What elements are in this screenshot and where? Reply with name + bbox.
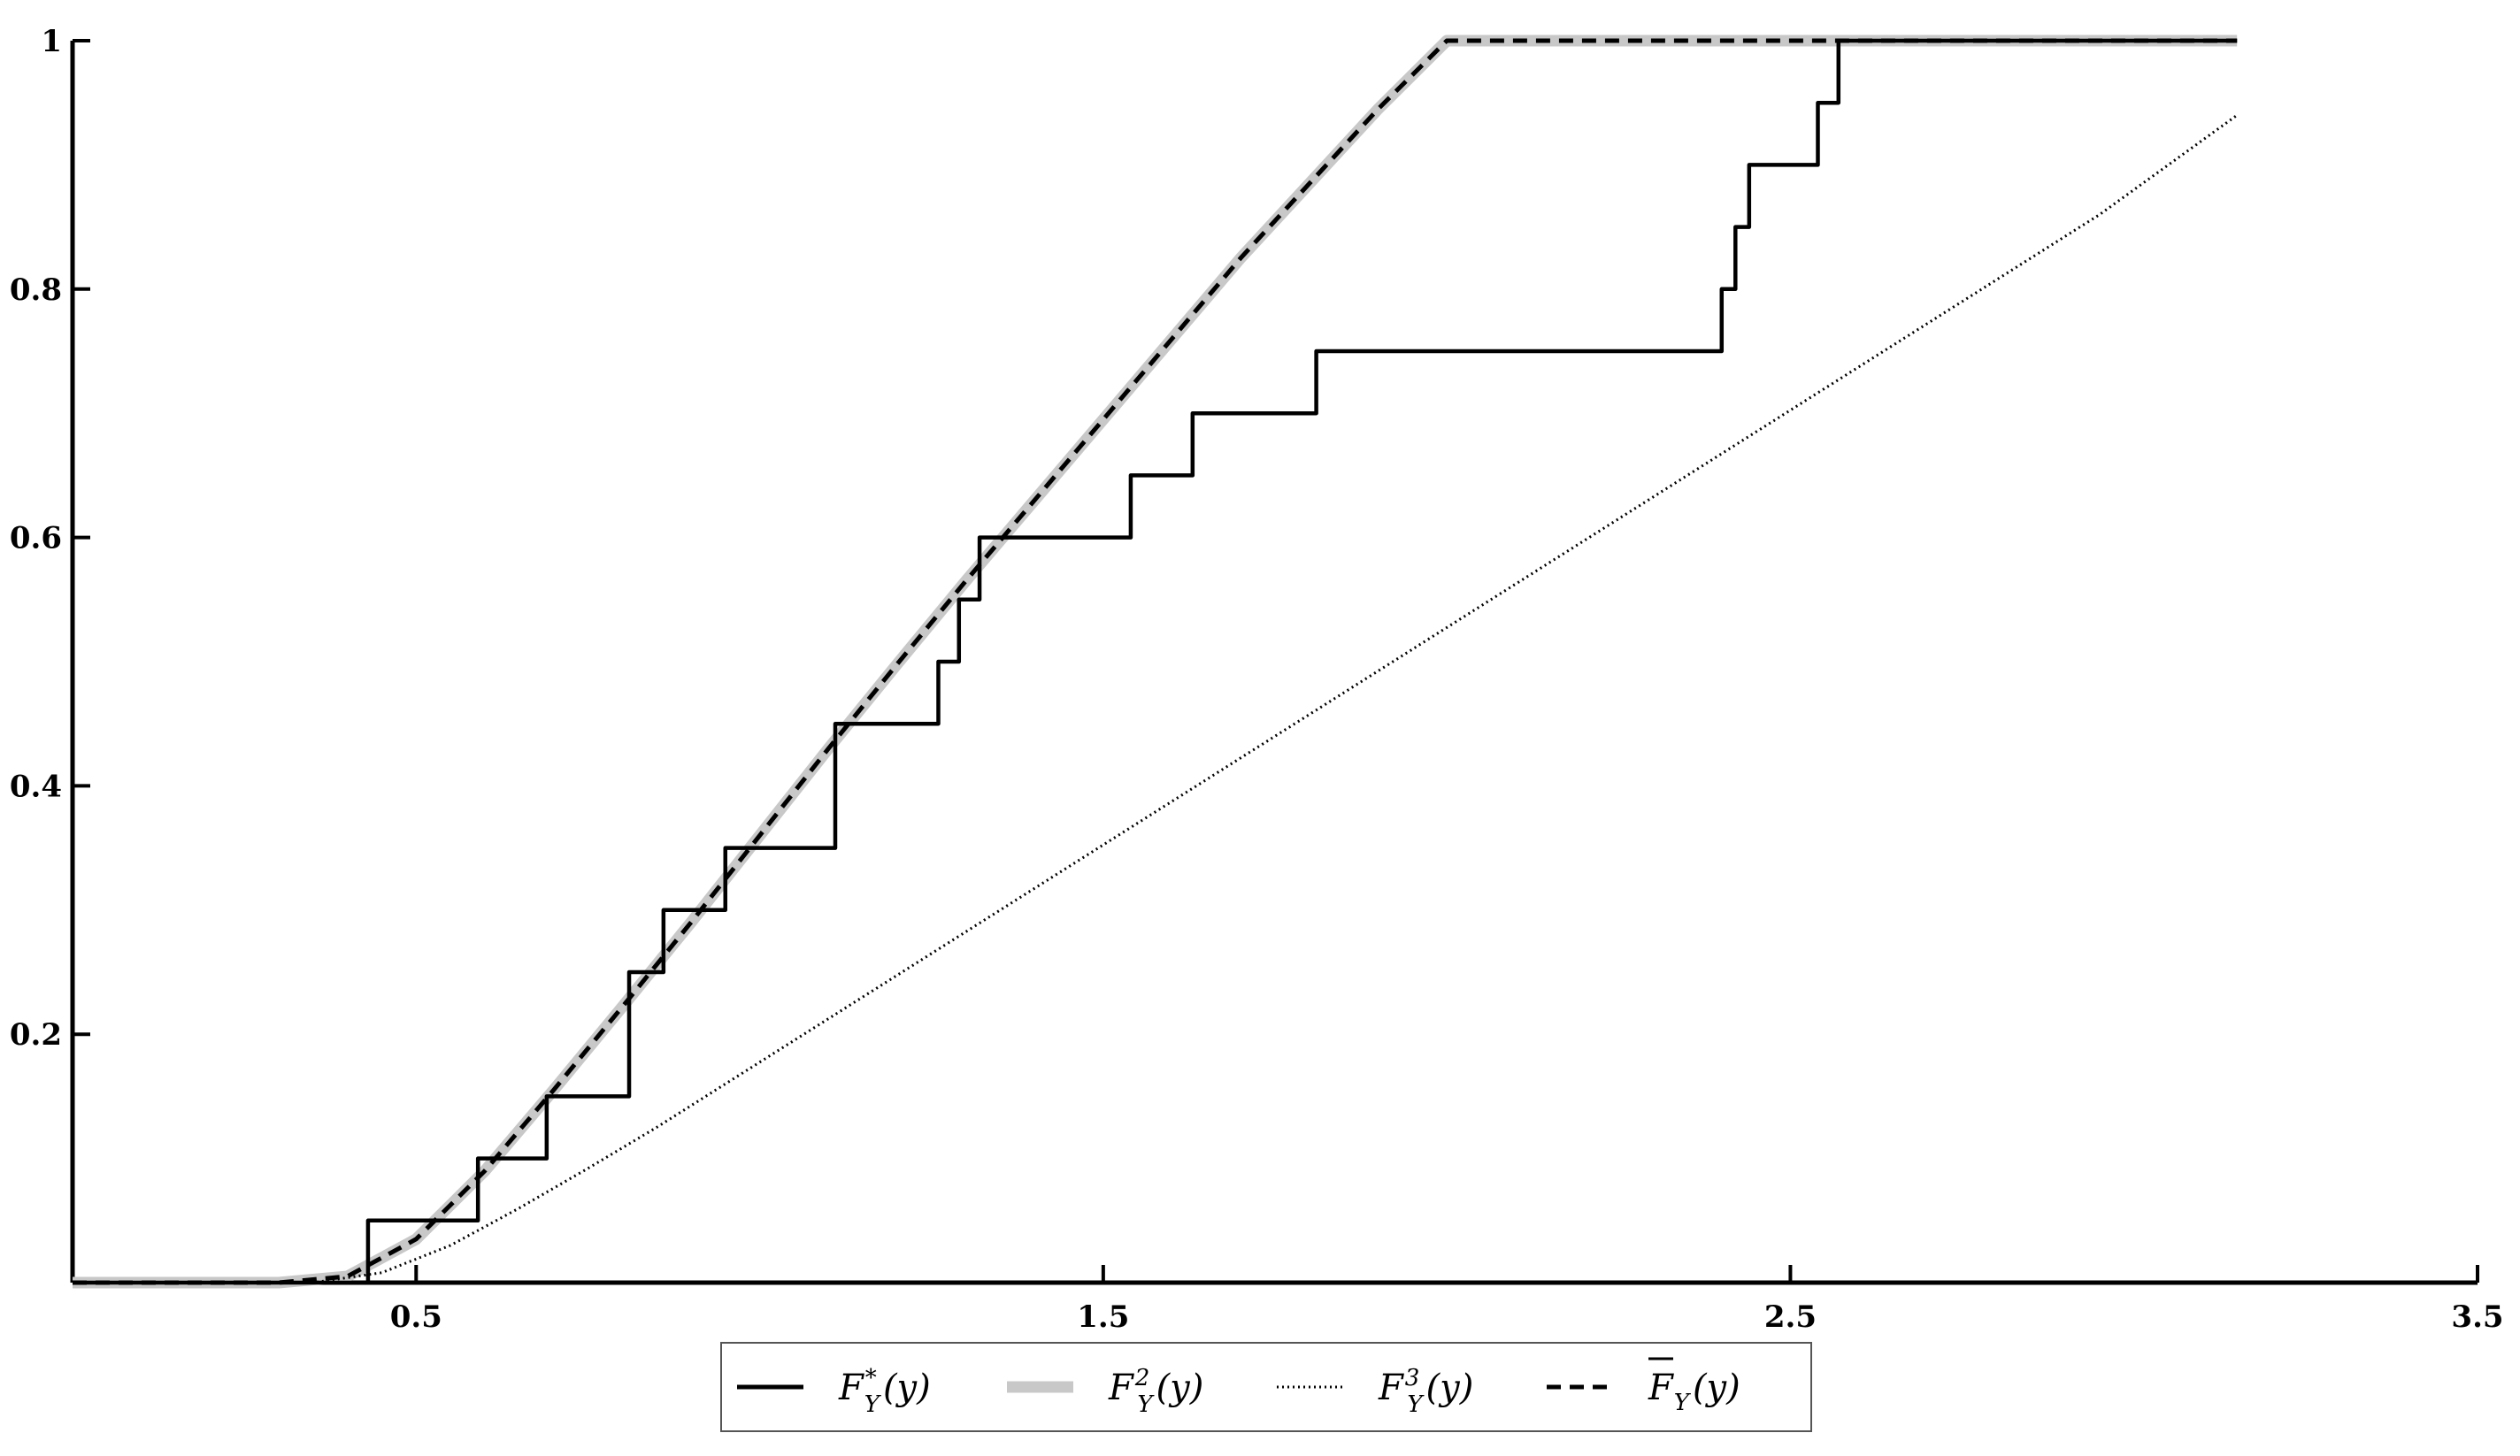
legend-label: F2 Y (y): [1108, 1365, 1203, 1418]
x-tick-label: 3.5: [2451, 1299, 2503, 1335]
y-tick-label: 0.6: [10, 521, 62, 556]
x-tick-label: 2.5: [1764, 1299, 1817, 1335]
series-line-3: [73, 38, 2238, 1285]
y-tick-label: 1: [41, 24, 62, 59]
axes: 0.5 1.5 2.5 3.5 0.2 0.4 0.6 0.8 1: [10, 24, 2504, 1335]
legend-label: F3 Y (y): [1378, 1365, 1473, 1418]
series-line-0: [73, 38, 2238, 1285]
series-line-1: [73, 34, 2238, 1289]
legend-label: FY (y): [1648, 1368, 1740, 1416]
x-tick-label: 0.5: [390, 1299, 442, 1335]
series-line-2: [73, 114, 2239, 1284]
y-tick-label: 0.4: [10, 769, 62, 804]
series-layer: [73, 34, 2239, 1289]
y-tick-label: 0.8: [10, 272, 62, 308]
legend-box: [720, 1342, 1812, 1432]
legend-label: F* Y (y): [838, 1365, 931, 1418]
x-tick-label: 1.5: [1077, 1299, 1129, 1335]
y-tick-label: 0.2: [10, 1017, 62, 1053]
legend: F* Y (y) F2 Y (y) F3 Y (y) FY (y): [720, 1342, 1812, 1432]
